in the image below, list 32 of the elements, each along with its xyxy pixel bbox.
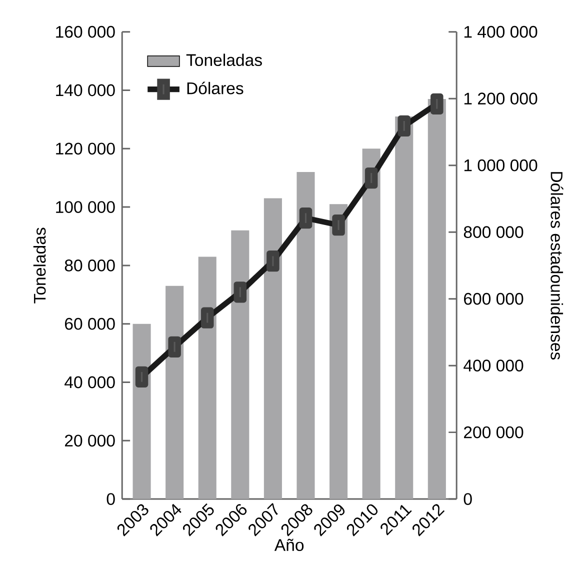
y2-tick-label: 1 000 000 [464,159,538,172]
x-axis-title: Año [274,538,304,552]
legend-label: Dólares [187,82,244,94]
y-tick-label: 140 000 [56,84,115,96]
bar [166,286,184,500]
y-tick-label: 20 000 [65,434,115,447]
y-tick-label: 120 000 [56,142,115,155]
bar [330,204,348,500]
y2-tick-label: 1 200 000 [464,92,538,105]
y-tick-label: 60 000 [65,318,115,330]
y-tick-label: 100 000 [56,201,115,214]
y-tick-label: 160 000 [56,26,115,38]
bar [231,230,250,500]
bar [362,148,380,500]
y2-tick-label: 0 [464,493,472,506]
y-tick-label: 40 000 [64,376,115,388]
y2-tick-label: 400 000 [464,360,524,372]
bar [132,324,151,500]
y-axis-title: Toneladas [33,228,46,304]
bar [296,172,315,500]
y2-tick-label: 200 000 [464,426,524,438]
y2-axis-title: Dólares estadounidenses [550,172,564,360]
bar [264,198,282,500]
bar [428,99,446,500]
y-tick-label: 80 000 [64,260,115,272]
bar [395,116,414,500]
y2-tick-label: 600 000 [464,292,524,305]
legend-label: Toneladas [186,54,262,66]
y2-tick-label: 800 000 [464,226,524,238]
bar [198,256,216,500]
y2-tick-label: 1 400 000 [464,26,538,38]
y-tick-label: 0 [106,493,115,506]
